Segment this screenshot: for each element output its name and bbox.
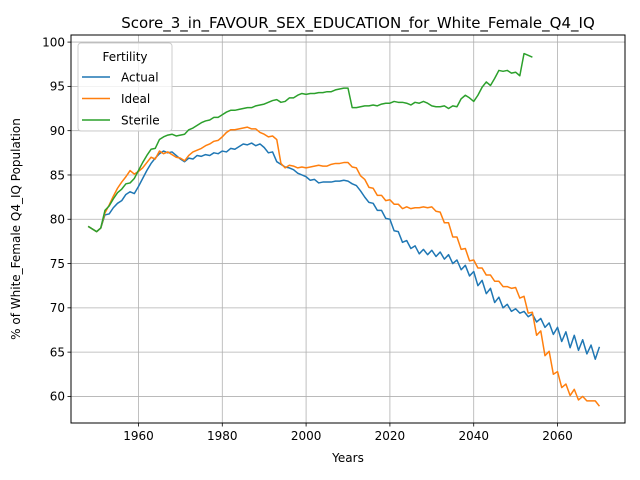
grid-lines xyxy=(71,35,625,423)
series-line-ideal xyxy=(87,126,601,407)
x-axis-label: Years xyxy=(331,451,364,465)
y-tick-label: 65 xyxy=(50,345,65,359)
series-line-sterile xyxy=(87,52,533,233)
legend-label-sterile: Sterile xyxy=(121,113,160,127)
y-tick-label: 75 xyxy=(50,257,65,271)
legend: Fertility Actual Ideal Sterile xyxy=(77,42,173,132)
x-tick-label: 1960 xyxy=(123,429,154,443)
y-tick-label: 80 xyxy=(50,213,65,227)
series-lines xyxy=(87,52,601,407)
x-tick-label: 2060 xyxy=(542,429,573,443)
y-tick-label: 60 xyxy=(50,390,65,404)
x-tick-label: 2020 xyxy=(375,429,406,443)
legend-title: Fertility xyxy=(102,50,147,64)
x-tick-label: 1980 xyxy=(207,429,238,443)
y-tick-label: 85 xyxy=(50,168,65,182)
plot-frame xyxy=(70,34,626,424)
y-tick-label: 90 xyxy=(50,124,65,138)
y-tick-label: 100 xyxy=(42,35,65,49)
axis-ticks: 1960 1980 2000 2020 2040 2060 60 65 70 75 80 85 90 95… xyxy=(42,35,573,443)
x-tick-label: 2040 xyxy=(458,429,489,443)
legend-box xyxy=(77,42,173,132)
legend-label-ideal: Ideal xyxy=(121,92,150,106)
legend-label-actual: Actual xyxy=(121,70,159,84)
y-axis-label: % of White_Female Q4_IQ Population xyxy=(9,118,23,340)
chart-title: Score_3_in_FAVOUR_SEX_EDUCATION_for_Whit… xyxy=(121,14,595,33)
x-tick-label: 2000 xyxy=(291,429,322,443)
legend-entries: Actual Ideal Sterile xyxy=(82,70,160,127)
series-line-actual xyxy=(87,142,601,360)
y-tick-label: 70 xyxy=(50,301,65,315)
y-tick-label: 95 xyxy=(50,80,65,94)
